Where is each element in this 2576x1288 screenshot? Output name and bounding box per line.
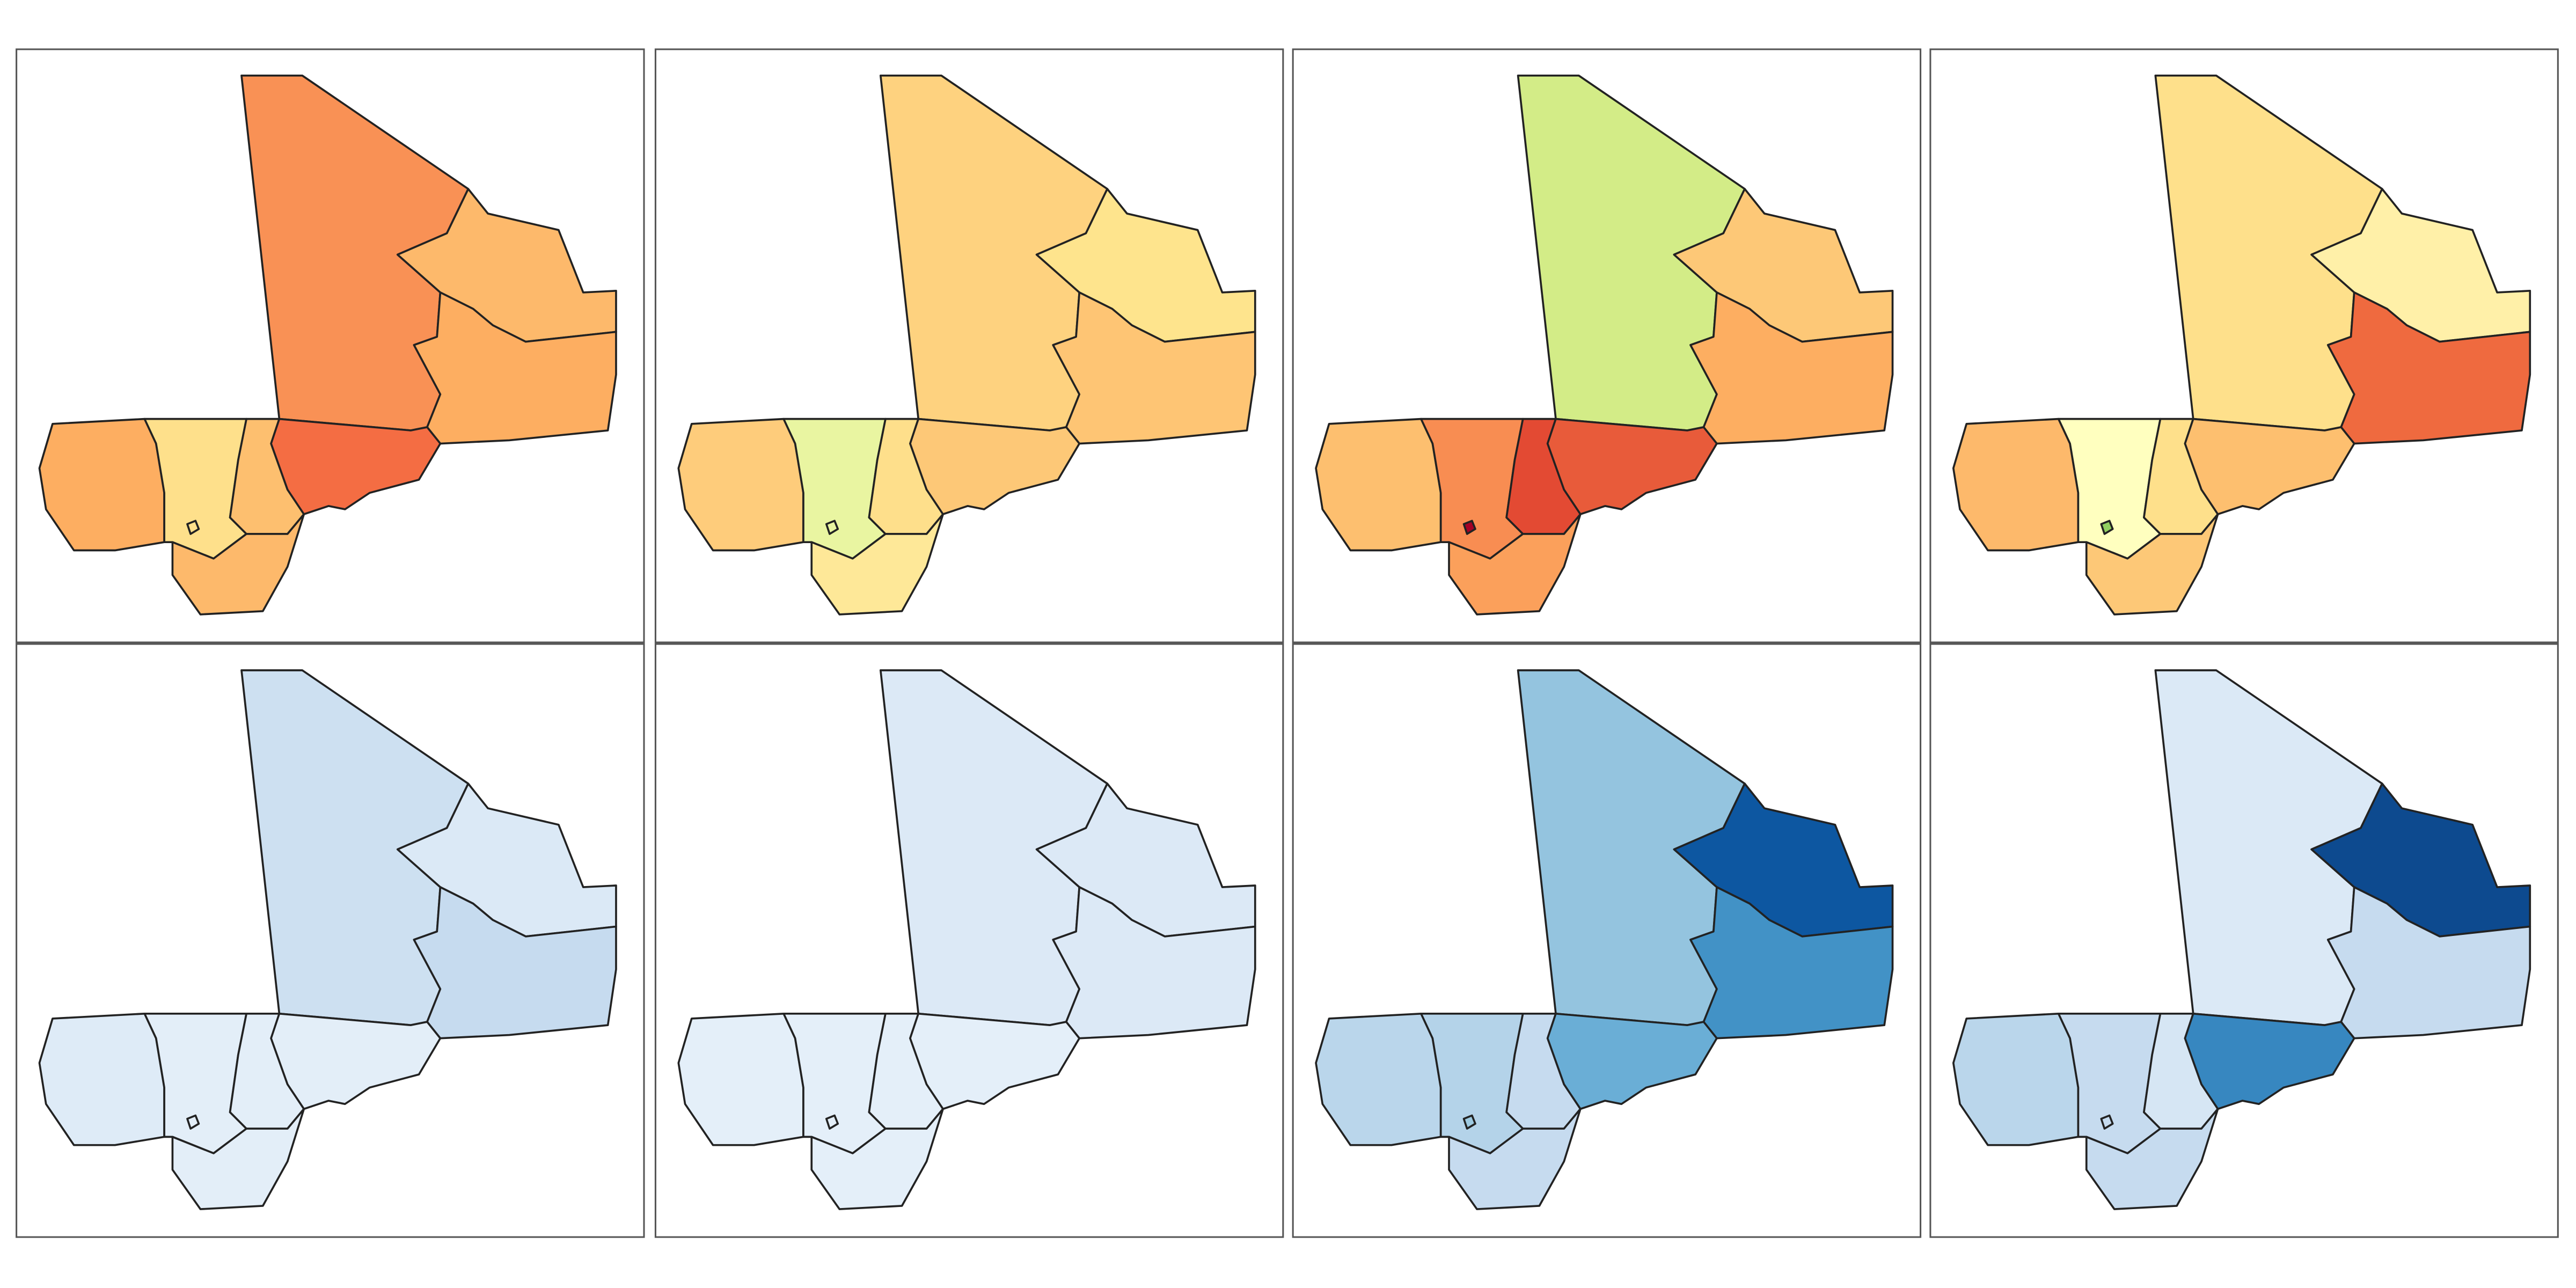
region-capital — [1462, 1114, 1476, 1130]
region-central-east — [909, 418, 1081, 515]
region-central-east — [270, 1012, 442, 1110]
region-east — [413, 291, 617, 445]
map-panel — [1929, 48, 2559, 643]
map-panel — [654, 643, 1284, 1238]
region-south — [171, 513, 305, 616]
region-south — [1448, 1108, 1582, 1210]
region-central-east — [909, 1012, 1081, 1110]
region-east — [2326, 291, 2531, 445]
map-panel — [1292, 643, 1922, 1238]
map-panel — [1929, 643, 2559, 1238]
region-east — [1052, 291, 1256, 445]
region-south — [1448, 513, 1582, 616]
region-south — [2085, 513, 2219, 616]
region-capital — [2100, 1114, 2114, 1130]
region-capital — [825, 1114, 839, 1130]
region-east — [1052, 886, 1256, 1040]
region-capital — [1462, 519, 1476, 535]
region-south — [810, 513, 944, 616]
region-south — [810, 1108, 944, 1210]
region-east — [2326, 886, 2531, 1040]
region-capital — [825, 519, 839, 535]
region-south — [2085, 1108, 2219, 1210]
region-east — [1689, 886, 1894, 1040]
region-central-east — [1546, 1012, 1718, 1110]
region-south — [171, 1108, 305, 1210]
region-central-east — [1546, 418, 1718, 515]
region-central-east — [2184, 1012, 2355, 1110]
map-panel — [654, 48, 1284, 643]
region-capital — [186, 519, 200, 535]
region-capital — [186, 1114, 200, 1130]
region-central-east — [2184, 418, 2355, 515]
region-east — [413, 886, 617, 1040]
region-central-east — [270, 418, 442, 515]
region-east — [1689, 291, 1894, 445]
region-capital — [2100, 519, 2114, 535]
map-panel — [16, 643, 645, 1238]
map-panel — [1292, 48, 1922, 643]
map-panel — [16, 48, 645, 643]
